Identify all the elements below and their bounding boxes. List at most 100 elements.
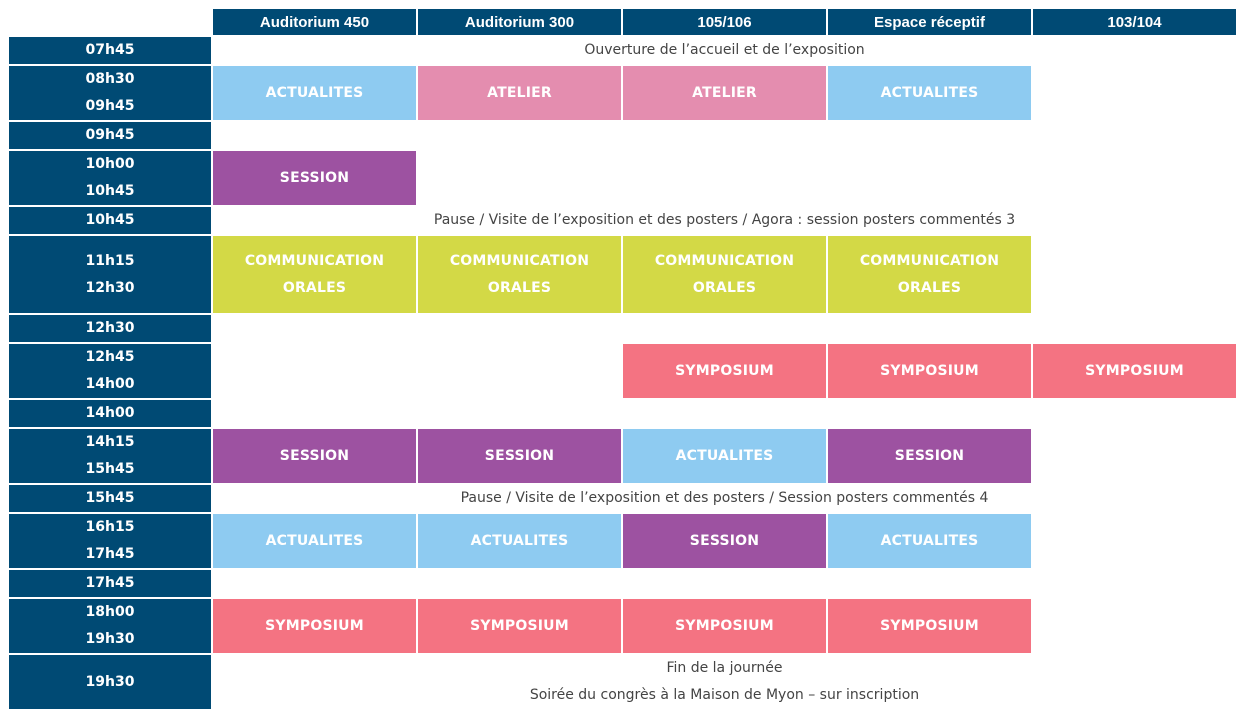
event-label: SYMPOSIUM <box>1085 362 1184 379</box>
event-label: ACTUALITES <box>265 84 364 101</box>
note-end-of-day: Fin de la journée Soirée du congrès à la… <box>213 655 1236 709</box>
time-start: 16h15 <box>85 519 135 535</box>
time-label: 10h45 <box>85 212 135 228</box>
event-label: SYMPOSIUM <box>880 617 979 634</box>
time-end: 12h30 <box>85 279 135 296</box>
time-label: 19h30 <box>85 673 135 690</box>
event-label: SYMPOSIUM <box>880 362 979 379</box>
time-end: 09h45 <box>85 98 135 114</box>
event-label: SESSION <box>894 447 965 464</box>
event-session[interactable]: SESSION <box>623 514 826 568</box>
event-session[interactable]: SESSION <box>418 429 621 483</box>
header-corner <box>9 9 211 35</box>
event-symposium[interactable]: SYMPOSIUM <box>418 599 621 653</box>
event-label-line1: COMMUNICATION <box>859 252 1000 269</box>
time-start: 14h15 <box>85 434 135 450</box>
event-label: SYMPOSIUM <box>265 617 364 634</box>
time-end: 10h45 <box>85 183 135 199</box>
event-actualites[interactable]: ACTUALITES <box>828 514 1031 568</box>
time-start: 08h30 <box>85 71 135 87</box>
event-label: ACTUALITES <box>880 532 979 549</box>
schedule-row-1400: 14h00 <box>9 400 1236 427</box>
empty-slot <box>213 344 621 398</box>
event-label-line1: COMMUNICATION <box>654 252 795 269</box>
event-atelier[interactable]: ATELIER <box>623 66 826 120</box>
time-start: 18h00 <box>85 604 135 620</box>
event-label: SYMPOSIUM <box>675 362 774 379</box>
event-label: ACTUALITES <box>880 84 979 101</box>
event-label: SYMPOSIUM <box>675 617 774 634</box>
event-label-line1: COMMUNICATION <box>244 252 385 269</box>
event-actualites[interactable]: ACTUALITES <box>623 429 826 483</box>
room-105-106: 105/106 <box>623 9 826 35</box>
time-cell: 16h15 17h45 <box>9 514 211 568</box>
event-label: ACTUALITES <box>675 447 774 464</box>
note-pause-1: Pause / Visite de l’exposition et des po… <box>213 207 1236 234</box>
event-symposium[interactable]: SYMPOSIUM <box>213 599 416 653</box>
time-cell: 15h45 <box>9 485 211 512</box>
event-communication-orales[interactable]: COMMUNICATION ORALES <box>623 236 826 313</box>
time-cell: 12h30 <box>9 315 211 342</box>
time-cell: 14h00 <box>9 400 211 427</box>
event-label: SESSION <box>279 169 350 186</box>
time-end: 17h45 <box>85 546 135 562</box>
event-label-line2: ORALES <box>487 279 552 296</box>
event-label-line1: COMMUNICATION <box>449 252 590 269</box>
time-cell: 17h45 <box>9 570 211 597</box>
schedule-row-1245: 12h45 14h00 SYMPOSIUM SYMPOSIUM SYMPOSIU… <box>9 344 1236 398</box>
time-cell: 10h45 <box>9 207 211 234</box>
schedule-row-1000: 10h00 10h45 SESSION <box>9 151 1236 205</box>
event-label-line2: ORALES <box>282 279 347 296</box>
schedule-row-1115: 11h15 12h30 COMMUNICATION ORALES COMMUNI… <box>9 236 1236 313</box>
event-session[interactable]: SESSION <box>213 429 416 483</box>
time-label: 14h00 <box>85 405 135 421</box>
event-symposium[interactable]: SYMPOSIUM <box>623 344 826 398</box>
schedule-table: Auditorium 450 Auditorium 300 105/106 Es… <box>7 7 1238 711</box>
note-text: Pause / Visite de l’exposition et des po… <box>460 490 989 506</box>
event-label: SYMPOSIUM <box>470 617 569 634</box>
time-cell: 07h45 <box>9 37 211 64</box>
schedule-row-0945: 09h45 <box>9 122 1236 149</box>
event-actualites[interactable]: ACTUALITES <box>828 66 1031 120</box>
event-label: ACTUALITES <box>470 532 569 549</box>
event-actualites[interactable]: ACTUALITES <box>418 514 621 568</box>
time-cell: 09h45 <box>9 122 211 149</box>
time-start: 10h00 <box>85 156 135 172</box>
schedule-row-0830: 08h30 09h45 ACTUALITES ATELIER ATELIER A… <box>9 66 1236 120</box>
event-communication-orales[interactable]: COMMUNICATION ORALES <box>828 236 1031 313</box>
note-opening: Ouverture de l’accueil et de l’expositio… <box>213 37 1236 64</box>
event-symposium[interactable]: SYMPOSIUM <box>623 599 826 653</box>
time-end: 19h30 <box>85 631 135 647</box>
time-cell: 11h15 12h30 <box>9 236 211 313</box>
event-session[interactable]: SESSION <box>828 429 1031 483</box>
empty-slot <box>1033 66 1236 120</box>
event-label: SESSION <box>484 447 555 464</box>
event-atelier[interactable]: ATELIER <box>418 66 621 120</box>
empty-slot <box>1033 599 1236 653</box>
time-cell: 10h00 10h45 <box>9 151 211 205</box>
event-symposium[interactable]: SYMPOSIUM <box>828 344 1031 398</box>
event-actualites[interactable]: ACTUALITES <box>213 66 416 120</box>
time-cell: 12h45 14h00 <box>9 344 211 398</box>
event-communication-orales[interactable]: COMMUNICATION ORALES <box>418 236 621 313</box>
empty-slot <box>213 122 1236 149</box>
event-label: SESSION <box>689 532 760 549</box>
schedule-row-0745: 07h45 Ouverture de l’accueil et de l’exp… <box>9 37 1236 64</box>
empty-slot <box>1033 514 1236 568</box>
note-pause-2: Pause / Visite de l’exposition et des po… <box>213 485 1236 512</box>
time-cell: 14h15 15h45 <box>9 429 211 483</box>
time-start: 11h15 <box>85 252 135 269</box>
event-session[interactable]: SESSION <box>213 151 416 205</box>
event-communication-orales[interactable]: COMMUNICATION ORALES <box>213 236 416 313</box>
schedule-row-1745: 17h45 <box>9 570 1236 597</box>
event-actualites[interactable]: ACTUALITES <box>213 514 416 568</box>
event-label-line2: ORALES <box>897 279 962 296</box>
event-symposium[interactable]: SYMPOSIUM <box>828 599 1031 653</box>
schedule-row-1545: 15h45 Pause / Visite de l’exposition et … <box>9 485 1236 512</box>
time-cell: 19h30 <box>9 655 211 709</box>
time-label: 09h45 <box>85 127 135 143</box>
room-auditorium-300: Auditorium 300 <box>418 9 621 35</box>
empty-slot <box>213 400 1236 427</box>
event-label: ATELIER <box>692 84 757 101</box>
event-symposium[interactable]: SYMPOSIUM <box>1033 344 1236 398</box>
